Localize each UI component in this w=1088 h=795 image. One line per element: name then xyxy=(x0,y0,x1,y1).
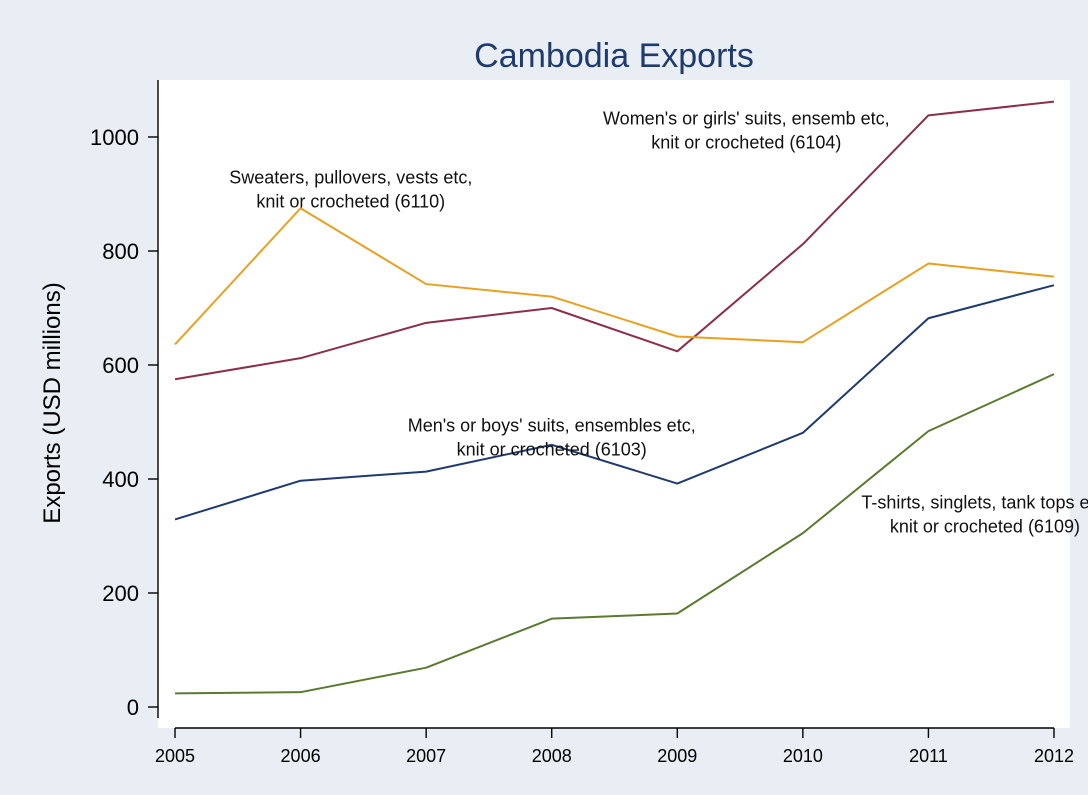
x-tick-label: 2005 xyxy=(155,746,195,766)
series-line-3 xyxy=(174,284,1055,521)
annotation-label: T-shirts, singlets, tank tops etc, xyxy=(861,493,1088,513)
y-axis-ticks: 0 200 400 600 800 1000 xyxy=(90,125,158,720)
y-tick-label: 800 xyxy=(102,239,139,264)
x-tick-label: 2008 xyxy=(532,746,572,766)
annotation-label: Women's or girls' suits, ensemb etc, xyxy=(603,108,890,128)
series-line-4 xyxy=(174,373,1055,695)
x-tick-label: 2009 xyxy=(657,746,697,766)
series-line-2 xyxy=(174,207,1055,346)
x-tick-label: 2012 xyxy=(1034,746,1074,766)
chart-title: Cambodia Exports xyxy=(474,37,754,75)
y-tick-label: 1000 xyxy=(90,125,139,150)
x-tick-label: 2011 xyxy=(909,746,948,766)
series-lines xyxy=(174,100,1055,695)
x-tick-label: 2007 xyxy=(406,746,446,766)
annotation-label: Men's or boys' suits, ensembles etc, xyxy=(408,416,696,436)
x-axis-ticks: 2005 2006 2007 2008 2009 2010 2011 2012 xyxy=(155,728,1074,766)
series-annotations: Women's or girls' suits, ensemb etc, knit… xyxy=(229,108,1088,536)
annotation-label: knit or crocheted (6104) xyxy=(651,132,841,152)
y-tick-label: 400 xyxy=(102,467,139,492)
plot-area xyxy=(158,80,1070,728)
x-tick-label: 2006 xyxy=(281,746,321,766)
annotation-label: knit or crocheted (6103) xyxy=(457,440,647,460)
y-tick-label: 0 xyxy=(127,695,139,720)
annotation-label: Sweaters, pullovers, vests etc, xyxy=(229,168,472,188)
annotation-label: knit or crocheted (6110) xyxy=(256,192,445,212)
y-tick-label: 200 xyxy=(102,581,139,606)
y-axis-label: Exports (USD millions) xyxy=(39,282,66,523)
annotation-label: knit or crocheted (6109) xyxy=(890,517,1080,537)
x-tick-label: 2010 xyxy=(783,746,823,766)
y-tick-label: 600 xyxy=(102,353,139,378)
series-line-1 xyxy=(174,100,1055,381)
